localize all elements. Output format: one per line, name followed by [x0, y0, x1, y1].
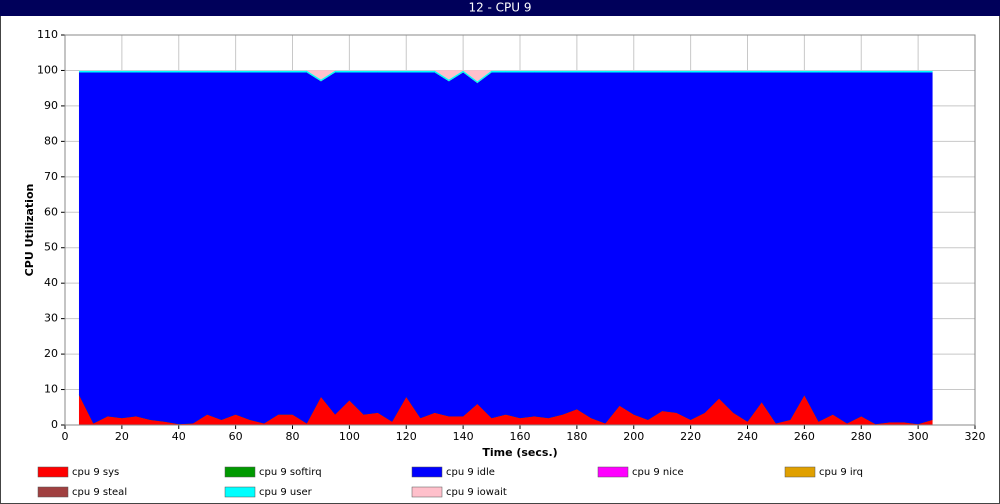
y-tick-label: 90: [44, 99, 58, 112]
area: [78, 71, 933, 425]
x-tick-label: 140: [453, 430, 474, 443]
legend-swatch: [224, 486, 256, 498]
x-tick-label: 80: [286, 430, 300, 443]
x-tick-label: 60: [229, 430, 243, 443]
x-axis-label: Time (secs.): [482, 446, 557, 459]
legend-label: cpu 9 iowait: [446, 487, 507, 498]
y-tick-label: 110: [37, 28, 58, 41]
y-tick-label: 60: [44, 205, 58, 218]
x-tick-label: 100: [339, 430, 360, 443]
x-tick-label: 260: [794, 430, 815, 443]
x-tick-label: 160: [510, 430, 531, 443]
x-tick-label: 280: [851, 430, 872, 443]
legend-label: cpu 9 steal: [72, 487, 127, 498]
x-tick-label: 40: [172, 430, 186, 443]
legend-label: cpu 9 idle: [446, 467, 495, 478]
area: [79, 70, 933, 82]
x-tick-label: 120: [396, 430, 417, 443]
x-tick-label: 240: [737, 430, 758, 443]
x-tick-label: 200: [623, 430, 644, 443]
y-tick-label: 30: [44, 312, 58, 325]
x-tick-label: 320: [965, 430, 986, 443]
legend-swatch: [411, 466, 443, 478]
legend-swatch: [37, 486, 69, 498]
x-tick-label: 220: [680, 430, 701, 443]
y-tick-label: 40: [44, 276, 58, 289]
legend-swatch: [224, 466, 256, 478]
legend-swatch: [784, 466, 816, 478]
x-tick-label: 20: [115, 430, 129, 443]
y-tick-label: 10: [44, 383, 58, 396]
y-tick-label: 70: [44, 170, 58, 183]
chart-title: 12 - CPU 9: [468, 1, 531, 15]
x-tick-label: 0: [62, 430, 69, 443]
y-tick-label: 100: [37, 63, 58, 76]
y-axis-label: CPU Utilization: [23, 184, 36, 277]
y-tick-label: 50: [44, 241, 58, 254]
legend-swatch: [411, 486, 443, 498]
x-tick-label: 300: [908, 430, 929, 443]
y-tick-label: 0: [51, 418, 58, 431]
x-tick-label: 180: [566, 430, 587, 443]
y-tick-label: 80: [44, 134, 58, 147]
legend-label: cpu 9 softirq: [259, 467, 322, 478]
legend-label: cpu 9 sys: [72, 467, 119, 478]
legend-label: cpu 9 irq: [819, 467, 863, 478]
title-bar: [0, 0, 1000, 16]
legend-swatch: [37, 466, 69, 478]
y-tick-label: 20: [44, 347, 58, 360]
legend-label: cpu 9 user: [259, 487, 313, 498]
legend-swatch: [597, 466, 629, 478]
plot-border: [64, 34, 976, 426]
legend-label: cpu 9 nice: [632, 467, 684, 478]
